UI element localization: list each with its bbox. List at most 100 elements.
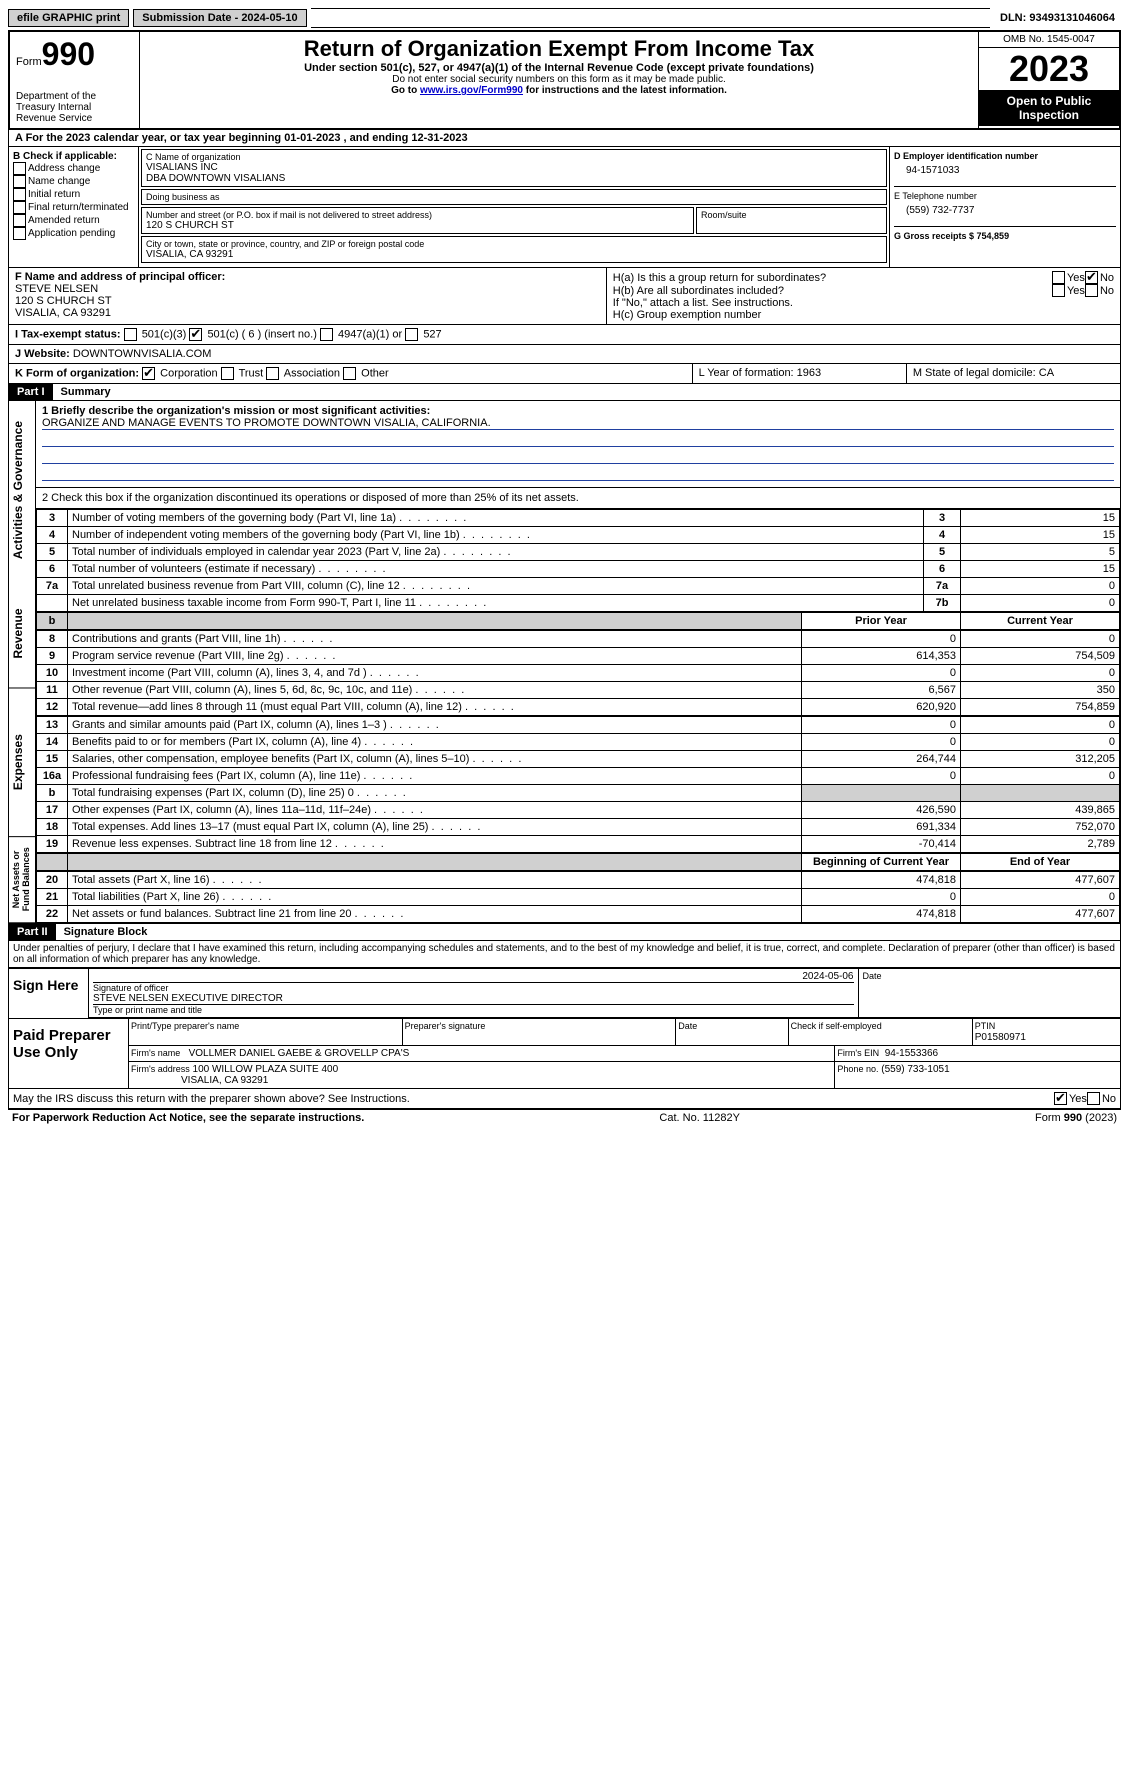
firm-name: VOLLMER DANIEL GAEBE & GROVELLP CPA'S [189, 1048, 410, 1059]
submission-date-label: Submission Date - 2024-05-10 [133, 9, 306, 27]
vlabel-netassets: Net Assets or Fund Balances [9, 837, 35, 923]
form-id-cell: Form990 Department of the Treasury Inter… [10, 32, 140, 128]
checkbox-initial-return[interactable] [13, 188, 26, 201]
form-header: Form990 Department of the Treasury Inter… [8, 30, 1121, 130]
mission-text: ORGANIZE AND MANAGE EVENTS TO PROMOTE DO… [42, 417, 1114, 430]
box-c: C Name of organization VISALIANS INC DBA… [139, 147, 890, 267]
part2-bar: Part II Signature Block [8, 924, 1121, 941]
efile-print-button[interactable]: efile GRAPHIC print [8, 9, 129, 27]
cat-no: Cat. No. 11282Y [659, 1112, 740, 1124]
org-dba: DBA DOWNTOWN VISALIANS [146, 173, 882, 184]
revenue-table: 8Contributions and grants (Part VIII, li… [36, 630, 1120, 716]
checkbox-amended[interactable] [13, 214, 26, 227]
checkbox-corp[interactable] [142, 367, 155, 380]
checkbox-final-return[interactable] [13, 201, 26, 214]
checkbox-ha-no[interactable] [1085, 271, 1098, 284]
row-i: I Tax-exempt status: 501(c)(3) 501(c) ( … [8, 325, 1121, 345]
tax-exempt-label: I Tax-exempt status: [15, 328, 121, 340]
discuss-label: May the IRS discuss this return with the… [13, 1093, 1054, 1105]
checkbox-address-change[interactable] [13, 162, 26, 175]
summary-body: Activities & Governance Revenue Expenses… [8, 401, 1121, 924]
sig-date: 2024-05-06 [93, 971, 854, 983]
col-end: End of Year [961, 854, 1120, 871]
checkbox-discuss-yes[interactable] [1054, 1092, 1067, 1105]
checkbox-assoc[interactable] [266, 367, 279, 380]
org-name: VISALIANS INC [146, 162, 882, 173]
part1-bar: Part I Summary [8, 384, 1121, 401]
officer-signature: STEVE NELSEN EXECUTIVE DIRECTOR [93, 993, 854, 1004]
phone-label: E Telephone number [894, 191, 1116, 201]
part2-title: Signature Block [56, 924, 156, 940]
year-cell: OMB No. 1545-0047 2023 Open to Public In… [979, 32, 1119, 128]
checkbox-501c[interactable] [189, 328, 202, 341]
signature-section: Sign Here 2024-05-06 Signature of office… [8, 967, 1121, 1089]
irs-link[interactable]: www.irs.gov/Form990 [420, 85, 523, 96]
info-grid: B Check if applicable: Address change Na… [8, 147, 1121, 268]
part2-header: Part II [9, 924, 56, 940]
vlabel-governance: Activities & Governance [9, 401, 35, 579]
checkbox-trust[interactable] [221, 367, 234, 380]
part1-header: Part I [9, 384, 53, 400]
ssn-note: Do not enter social security numbers on … [146, 74, 972, 85]
room-box: Room/suite [696, 207, 887, 234]
governance-table: 3Number of voting members of the governi… [36, 509, 1120, 612]
checkbox-hb-no[interactable] [1085, 284, 1098, 297]
box-f: F Name and address of principal officer:… [9, 268, 607, 324]
checkbox-527[interactable] [405, 328, 418, 341]
org-name-box: C Name of organization VISALIANS INC DBA… [141, 149, 887, 187]
line1-label: 1 Briefly describe the organization's mi… [42, 405, 1114, 417]
vlabel-revenue: Revenue [9, 579, 35, 688]
line-a: A For the 2023 calendar year, or tax yea… [8, 130, 1121, 147]
dept-label: Department of the Treasury Internal Reve… [16, 91, 133, 124]
form-prefix: Form [16, 56, 42, 68]
hc-label: H(c) Group exemption number [613, 309, 1114, 321]
omb-number: OMB No. 1545-0047 [979, 32, 1119, 48]
form-title: Return of Organization Exempt From Incom… [146, 36, 972, 62]
pra-notice: For Paperwork Reduction Act Notice, see … [12, 1112, 364, 1124]
form-footer: Form 990 (2023) [1035, 1112, 1117, 1124]
vlabel-expenses: Expenses [9, 689, 35, 837]
state-domicile: M State of legal domicile: CA [907, 364, 1120, 383]
checkbox-4947[interactable] [320, 328, 333, 341]
goto-suffix: for instructions and the latest informat… [523, 85, 727, 96]
instructions-line: Go to www.irs.gov/Form990 for instructio… [146, 85, 972, 96]
firm-addr1: 100 WILLOW PLAZA SUITE 400 [193, 1064, 339, 1075]
part1-title: Summary [53, 384, 119, 400]
form-number: 990 [42, 36, 95, 72]
top-bar: efile GRAPHIC print Submission Date - 20… [8, 8, 1121, 28]
title-cell: Return of Organization Exempt From Incom… [140, 32, 979, 128]
hb-note: If "No," attach a list. See instructions… [613, 297, 1114, 309]
revenue-header: b Prior Year Current Year [36, 612, 1120, 630]
ein-label: D Employer identification number [894, 151, 1116, 161]
ha-label: H(a) Is this a group return for subordin… [613, 272, 1052, 284]
website-label: J Website: [15, 348, 70, 360]
row-fh: F Name and address of principal officer:… [8, 268, 1121, 325]
checkbox-ha-yes[interactable] [1052, 271, 1065, 284]
checkbox-app-pending[interactable] [13, 227, 26, 240]
checkbox-501c3[interactable] [124, 328, 137, 341]
col-current: Current Year [961, 613, 1120, 630]
ein-value: 94-1571033 [894, 161, 1116, 180]
city-state-zip: VISALIA, CA 93291 [146, 249, 882, 260]
checkbox-hb-yes[interactable] [1052, 284, 1065, 297]
form-subtitle: Under section 501(c), 527, or 4947(a)(1)… [146, 62, 972, 74]
addr-box: Number and street (or P.O. box if mail i… [141, 207, 694, 234]
open-inspection: Open to Public Inspection [979, 90, 1119, 126]
gross-receipts: G Gross receipts $ 754,859 [894, 231, 1116, 241]
website-value: DOWNTOWNVISALIA.COM [73, 348, 212, 360]
firm-phone: (559) 733-1051 [881, 1064, 949, 1075]
netassets-header: Beginning of Current Year End of Year [36, 853, 1120, 871]
footer: For Paperwork Reduction Act Notice, see … [8, 1109, 1121, 1126]
netassets-table: 20Total assets (Part X, line 16) . . . .… [36, 871, 1120, 923]
firm-ein: 94-1553366 [885, 1048, 938, 1059]
year-formation: L Year of formation: 1963 [693, 364, 907, 383]
sign-here-label: Sign Here [9, 969, 89, 1018]
col-prior: Prior Year [802, 613, 961, 630]
box-b-label: B Check if applicable: [13, 151, 134, 162]
checkbox-other[interactable] [343, 367, 356, 380]
checkbox-name-change[interactable] [13, 175, 26, 188]
discuss-row: May the IRS discuss this return with the… [8, 1089, 1121, 1109]
box-h: H(a) Is this a group return for subordin… [607, 268, 1120, 324]
tax-year: 2023 [979, 48, 1119, 90]
checkbox-discuss-no[interactable] [1087, 1092, 1100, 1105]
